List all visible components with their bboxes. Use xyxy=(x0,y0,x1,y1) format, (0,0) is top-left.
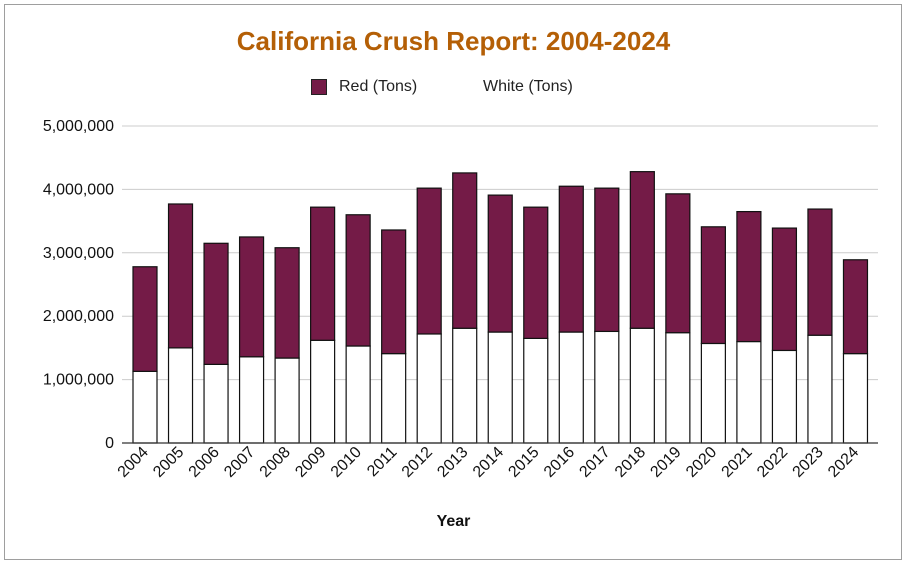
x-tick-label: 2020 xyxy=(683,444,720,481)
legend-item-red: Red (Tons) xyxy=(311,78,417,96)
bar-red-segment xyxy=(345,214,371,347)
bar-white-segment xyxy=(700,342,726,444)
x-tick-label: 2011 xyxy=(364,444,400,480)
bar-red-segment xyxy=(629,171,655,329)
bar-red-segment xyxy=(807,208,833,336)
x-tick-label: 2017 xyxy=(576,444,613,481)
x-tick-label: 2010 xyxy=(328,444,365,481)
legend-swatch-red xyxy=(311,79,327,95)
bar-white-segment xyxy=(807,334,833,444)
x-tick-label: 2022 xyxy=(754,444,791,481)
bar-white-segment xyxy=(238,356,265,444)
x-tick-label: 2012 xyxy=(399,444,436,481)
x-tick-label: 2018 xyxy=(612,444,649,481)
bar-red-segment xyxy=(452,172,478,329)
x-tick-label: 2016 xyxy=(541,444,578,481)
bar-white-segment xyxy=(665,332,691,444)
x-tick-label: 2015 xyxy=(505,444,542,481)
x-axis-title: Year xyxy=(436,513,471,530)
bar-white-segment xyxy=(452,327,478,444)
bar-white-segment xyxy=(167,347,194,444)
legend-swatch-white xyxy=(455,79,471,95)
bar-red-segment xyxy=(700,226,726,345)
bar-red-segment xyxy=(274,247,300,359)
bar-white-segment xyxy=(203,363,229,444)
bar-red-segment xyxy=(736,210,762,343)
legend-item-white: White (Tons) xyxy=(455,78,573,96)
bar-red-segment xyxy=(665,193,691,334)
x-tick-label: 2014 xyxy=(470,444,507,481)
bar-white-segment xyxy=(771,349,798,444)
bar-white-segment xyxy=(132,370,158,444)
bar-white-segment xyxy=(274,357,300,444)
bar-white-segment xyxy=(736,340,762,444)
x-tick-label: 2006 xyxy=(186,444,223,481)
x-tick-label: 2021 xyxy=(719,444,756,481)
bar-red-segment xyxy=(523,206,549,339)
x-tick-label: 2023 xyxy=(790,444,827,481)
legend-label-red: Red (Tons) xyxy=(339,78,418,95)
y-tick-label: 4,000,000 xyxy=(43,181,114,198)
bar-white-segment xyxy=(381,353,407,444)
bar-white-segment xyxy=(594,330,620,444)
bar-red-segment xyxy=(167,203,194,349)
bar-white-segment xyxy=(558,331,584,444)
bar-red-segment xyxy=(310,206,336,341)
bar-red-segment xyxy=(238,236,265,358)
x-tick-label: 2024 xyxy=(825,444,862,481)
chart-legend: Red (Tons) White (Tons) xyxy=(0,78,907,100)
bar-white-segment xyxy=(487,331,513,444)
bar-red-segment xyxy=(594,187,620,333)
x-tick-label: 2004 xyxy=(115,444,152,481)
x-tick-label: 2013 xyxy=(434,444,471,481)
bar-white-segment xyxy=(523,337,549,444)
bar-white-segment xyxy=(842,353,869,444)
bar-red-segment xyxy=(771,227,798,352)
y-tick-label: 5,000,000 xyxy=(43,118,114,135)
bar-red-segment xyxy=(842,259,869,355)
legend-label-white: White (Tons) xyxy=(483,78,573,95)
y-tick-label: 3,000,000 xyxy=(43,245,114,262)
bar-red-segment xyxy=(381,229,407,355)
bar-red-segment xyxy=(203,242,229,365)
bar-red-segment xyxy=(558,185,584,333)
y-tick-label: 0 xyxy=(105,435,114,452)
bar-red-segment xyxy=(487,194,513,333)
bar-white-segment xyxy=(416,333,442,444)
x-tick-label: 2005 xyxy=(150,444,187,481)
x-tick-label: 2007 xyxy=(221,444,258,481)
bar-red-segment xyxy=(416,187,442,335)
y-tick-label: 2,000,000 xyxy=(43,308,114,325)
x-tick-label: 2019 xyxy=(647,444,684,481)
bar-white-segment xyxy=(629,327,655,444)
x-tick-label: 2008 xyxy=(257,444,294,481)
bar-white-segment xyxy=(345,345,371,444)
y-tick-label: 1,000,000 xyxy=(43,372,114,389)
bar-red-segment xyxy=(132,266,158,372)
chart-title: California Crush Report: 2004-2024 xyxy=(236,26,671,56)
x-tick-label: 2009 xyxy=(292,444,329,481)
bar-white-segment xyxy=(310,339,336,444)
